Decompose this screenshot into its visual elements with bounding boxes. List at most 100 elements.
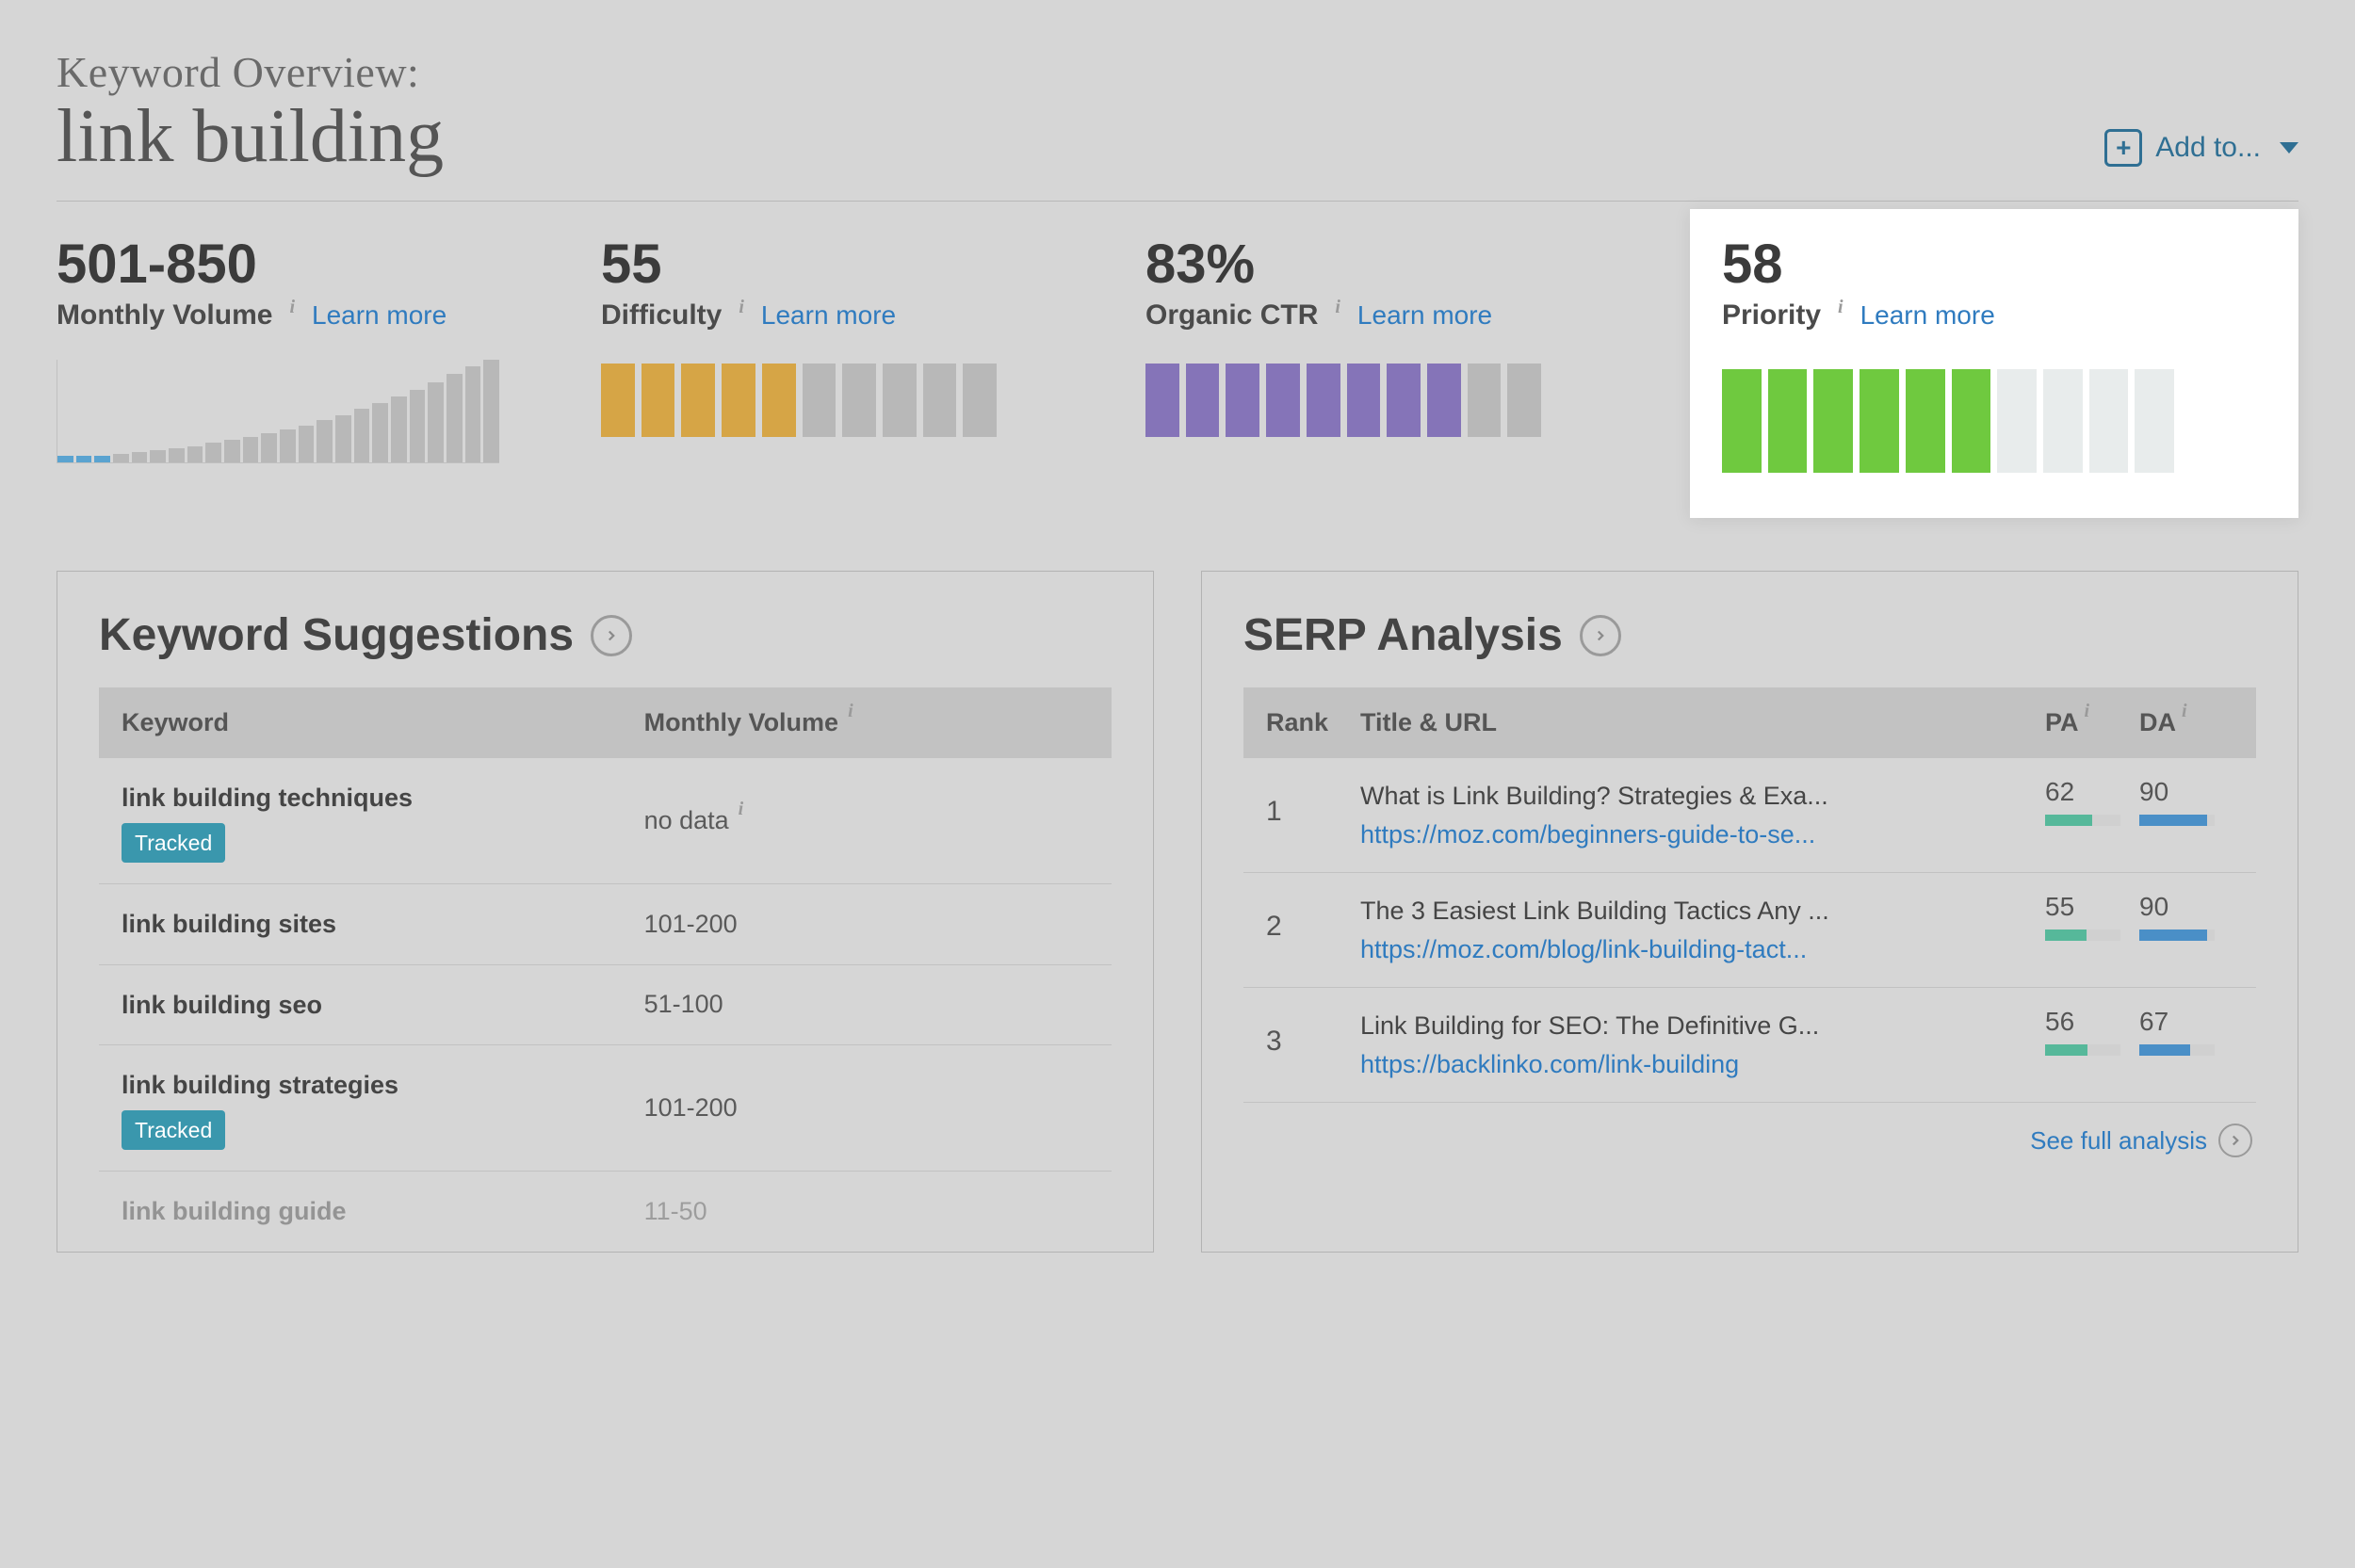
- serp-pa: 62: [2045, 777, 2139, 826]
- serp-da: 67: [2139, 1007, 2233, 1056]
- difficulty-value: 55: [601, 237, 1145, 292]
- chart-bar: [76, 456, 92, 462]
- chart-bar: [335, 415, 351, 462]
- add-to-button[interactable]: + Add to...: [2104, 129, 2298, 176]
- volume-bar-chart: [57, 360, 499, 463]
- chart-bar: [428, 382, 444, 462]
- info-icon[interactable]: i: [2182, 701, 2187, 722]
- chevron-down-icon: [2280, 142, 2298, 154]
- chart-bar: [57, 456, 73, 462]
- see-full-analysis-link[interactable]: See full analysis: [1243, 1103, 2256, 1157]
- priority-value: 58: [1722, 237, 2266, 292]
- chevron-right-icon: [2218, 1123, 2252, 1157]
- segment: [2043, 369, 2083, 473]
- serp-title-url: The 3 Easiest Link Building Tactics Any …: [1360, 892, 2045, 968]
- segment: [762, 364, 796, 437]
- segment: [1347, 364, 1381, 437]
- segment: [1906, 369, 1945, 473]
- ctr-value: 83%: [1145, 237, 1690, 292]
- info-icon[interactable]: i: [2085, 701, 2090, 722]
- serp-title: What is Link Building? Strategies & Exa.…: [1360, 777, 2034, 816]
- plus-icon: +: [2104, 129, 2142, 167]
- serp-url-link[interactable]: https://backlinko.com/link-building: [1360, 1045, 2034, 1084]
- add-to-label: Add to...: [2155, 132, 2261, 164]
- segment: [963, 364, 997, 437]
- segment: [923, 364, 957, 437]
- expand-suggestions-button[interactable]: [591, 615, 632, 656]
- suggestion-row[interactable]: link building strategiesTracked101-200: [99, 1045, 1112, 1172]
- chart-bar: [150, 450, 166, 462]
- serp-row: 2The 3 Easiest Link Building Tactics Any…: [1243, 873, 2256, 988]
- suggestion-row[interactable]: link building techniquesTrackedno datai: [99, 758, 1112, 884]
- suggestions-header-row: Keyword Monthly Volume i: [99, 687, 1112, 758]
- info-icon[interactable]: i: [848, 701, 853, 722]
- priority-learn-more-link[interactable]: Learn more: [1860, 300, 1995, 331]
- chart-bar: [299, 426, 315, 462]
- title-block: Keyword Overview: link building: [57, 47, 444, 176]
- suggestion-volume: 51-100: [644, 990, 1089, 1019]
- info-icon[interactable]: i: [289, 297, 295, 318]
- segment: [1307, 364, 1340, 437]
- serp-title-url: Link Building for SEO: The Definitive G.…: [1360, 1007, 2045, 1083]
- serp-rows: 1What is Link Building? Strategies & Exa…: [1243, 758, 2256, 1103]
- col-title-url: Title & URL: [1360, 708, 2045, 737]
- segment: [1507, 364, 1541, 437]
- serp-rank: 1: [1266, 777, 1360, 828]
- segment: [1860, 369, 1899, 473]
- serp-analysis-title: SERP Analysis: [1243, 609, 1563, 661]
- serp-pa: 55: [2045, 892, 2139, 941]
- keyword-title: link building: [57, 97, 444, 176]
- suggestion-row[interactable]: link building guide11-50: [99, 1172, 1112, 1252]
- segment: [1387, 364, 1421, 437]
- header: Keyword Overview: link building + Add to…: [57, 47, 2298, 202]
- info-icon[interactable]: i: [1335, 297, 1340, 318]
- segment: [1266, 364, 1300, 437]
- segment: [1427, 364, 1461, 437]
- suggestion-keyword: link building seo: [122, 986, 644, 1025]
- panels-row: Keyword Suggestions Keyword Monthly Volu…: [57, 571, 2298, 1253]
- chart-bar: [391, 396, 407, 462]
- serp-title-url: What is Link Building? Strategies & Exa.…: [1360, 777, 2045, 853]
- suggestion-volume: 101-200: [644, 910, 1089, 939]
- col-keyword: Keyword: [122, 708, 644, 737]
- suggestion-volume: 11-50: [644, 1197, 1089, 1226]
- chart-bar: [113, 454, 129, 462]
- expand-serp-button[interactable]: [1580, 615, 1621, 656]
- serp-url-link[interactable]: https://moz.com/beginners-guide-to-se...: [1360, 816, 2034, 854]
- chart-bar: [354, 409, 370, 462]
- chart-bar: [372, 403, 388, 462]
- ctr-learn-more-link[interactable]: Learn more: [1357, 300, 1492, 331]
- segment: [1768, 369, 1808, 473]
- difficulty-label: Difficulty: [601, 299, 722, 331]
- chart-bar: [261, 433, 277, 462]
- info-icon[interactable]: i: [1838, 297, 1843, 318]
- segment: [1468, 364, 1502, 437]
- segment: [722, 364, 755, 437]
- ctr-label: Organic CTR: [1145, 299, 1318, 331]
- overline: Keyword Overview:: [57, 47, 444, 97]
- segment: [2135, 369, 2174, 473]
- serp-url-link[interactable]: https://moz.com/blog/link-building-tact.…: [1360, 930, 2034, 969]
- difficulty-segments: [601, 364, 997, 437]
- volume-learn-more-link[interactable]: Learn more: [312, 300, 447, 331]
- keyword-suggestions-title: Keyword Suggestions: [99, 609, 574, 661]
- tracked-badge: Tracked: [122, 823, 225, 864]
- segment: [883, 364, 917, 437]
- segment: [1226, 364, 1259, 437]
- info-icon[interactable]: i: [739, 799, 744, 820]
- serp-analysis-panel: SERP Analysis Rank Title & URL PAi DAi 1…: [1201, 571, 2298, 1253]
- volume-label: Monthly Volume: [57, 299, 272, 331]
- serp-row: 3Link Building for SEO: The Definitive G…: [1243, 988, 2256, 1103]
- suggestion-row[interactable]: link building seo51-100: [99, 965, 1112, 1046]
- segment: [2089, 369, 2129, 473]
- chart-bar: [465, 366, 481, 462]
- serp-da: 90: [2139, 777, 2233, 826]
- suggestion-row[interactable]: link building sites101-200: [99, 884, 1112, 965]
- segment: [842, 364, 876, 437]
- suggestion-keyword: link building techniquesTracked: [122, 779, 644, 863]
- info-icon[interactable]: i: [739, 297, 744, 318]
- chart-bar: [447, 374, 463, 462]
- tracked-badge: Tracked: [122, 1110, 225, 1151]
- priority-segments: [1722, 369, 2174, 473]
- difficulty-learn-more-link[interactable]: Learn more: [761, 300, 896, 331]
